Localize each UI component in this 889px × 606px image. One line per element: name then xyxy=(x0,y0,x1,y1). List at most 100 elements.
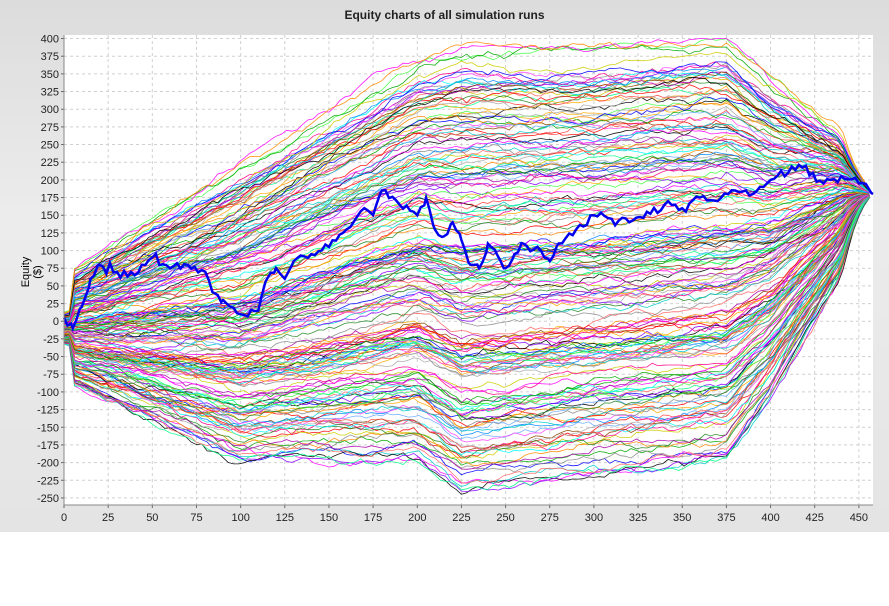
simulation-run-line xyxy=(63,194,870,343)
simulation-run-line xyxy=(63,86,870,318)
x-tick-label: 75 xyxy=(190,512,202,524)
simulation-run-line xyxy=(63,196,870,432)
simulation-run-line xyxy=(63,141,870,320)
simulation-run-line xyxy=(63,197,870,486)
simulation-run-line xyxy=(63,62,870,316)
y-tick-label: 225 xyxy=(41,157,59,169)
simulation-run-line xyxy=(63,195,870,411)
x-tick-label: 25 xyxy=(102,512,114,524)
simulation-run-line xyxy=(63,41,870,314)
y-tick-label: -25 xyxy=(43,334,59,346)
simulation-run-line xyxy=(63,84,870,316)
y-tick-label: 250 xyxy=(41,140,59,152)
simulation-run-line xyxy=(63,118,870,319)
simulation-run-line xyxy=(63,135,870,322)
simulation-run-line xyxy=(63,145,870,321)
y-tick-label: 325 xyxy=(41,87,59,99)
y-tick-label: 75 xyxy=(47,263,59,275)
simulation-run-line xyxy=(63,194,870,352)
simulation-run-line xyxy=(63,192,870,333)
simulation-run-line xyxy=(63,179,870,326)
simulation-run-line xyxy=(63,196,870,466)
simulation-run-line xyxy=(63,196,870,421)
simulation-run-line xyxy=(63,193,870,331)
equity-chart: 4003753503253002752502252001751501251007… xyxy=(37,34,874,524)
x-tick-label: 325 xyxy=(629,512,647,524)
simulation-run-line xyxy=(63,193,870,345)
simulation-run-line xyxy=(64,194,870,358)
chart-panel: Equity charts of all simulation runs Equ… xyxy=(0,0,889,532)
simulation-run-line xyxy=(63,51,870,315)
simulation-run-line xyxy=(63,192,870,327)
y-tick-label: 200 xyxy=(41,175,59,187)
simulation-run-line xyxy=(63,71,870,317)
x-tick-label: 250 xyxy=(496,512,514,524)
y-tick-label: -200 xyxy=(37,458,59,470)
y-tick-label: -225 xyxy=(37,475,59,487)
simulation-run-line xyxy=(63,194,870,380)
simulation-run-line xyxy=(63,196,870,407)
simulation-run-line xyxy=(63,194,870,371)
x-tick-label: 200 xyxy=(408,512,426,524)
simulation-run-line xyxy=(63,194,870,353)
x-tick-label: 375 xyxy=(717,512,735,524)
simulation-run-line xyxy=(63,97,870,317)
simulation-run-line xyxy=(63,97,870,318)
simulation-run-line xyxy=(63,71,870,317)
simulation-run-line xyxy=(63,64,870,315)
simulation-run-line xyxy=(63,81,870,318)
simulation-run-line xyxy=(63,196,870,455)
y-tick-label: -100 xyxy=(37,387,59,399)
simulation-run-line xyxy=(63,196,870,443)
simulation-run-line xyxy=(63,76,870,317)
simulation-run-line xyxy=(63,194,870,373)
simulation-run-line xyxy=(63,111,870,320)
simulation-run-line xyxy=(63,139,870,322)
simulation-run-line xyxy=(63,185,870,325)
simulation-run-line xyxy=(63,193,870,342)
simulation-run-line xyxy=(63,191,870,329)
simulation-run-line xyxy=(63,123,870,320)
simulation-run-line xyxy=(63,159,870,322)
simulation-runs xyxy=(63,38,870,495)
simulation-run-line xyxy=(63,194,870,363)
simulation-run-line xyxy=(63,195,870,415)
x-tick-label: 150 xyxy=(320,512,338,524)
simulation-run-line xyxy=(63,195,870,440)
simulation-run-line xyxy=(63,38,870,313)
simulation-run-line xyxy=(63,158,870,323)
y-tick-label: 0 xyxy=(53,316,59,328)
x-tick-label: 0 xyxy=(61,512,67,524)
x-tick-label: 425 xyxy=(806,512,824,524)
simulation-run-line xyxy=(63,194,870,341)
simulation-run-line xyxy=(63,101,870,318)
simulation-run-line xyxy=(63,61,870,316)
simulation-run-line xyxy=(63,183,870,326)
simulation-run-line xyxy=(63,194,870,385)
simulation-run-line xyxy=(63,195,870,470)
simulation-run-line xyxy=(63,196,870,437)
x-tick-label: 400 xyxy=(761,512,779,524)
x-tick-label: 225 xyxy=(452,512,470,524)
simulation-run-line xyxy=(63,38,870,314)
simulation-run-line xyxy=(63,193,870,351)
simulation-run-line xyxy=(63,196,870,467)
simulation-run-line xyxy=(63,128,870,320)
simulation-run-line xyxy=(63,179,870,325)
highlighted-equity-line xyxy=(62,163,874,332)
simulation-run-line xyxy=(63,124,870,321)
y-tick-label: -75 xyxy=(43,369,59,381)
simulation-run-line xyxy=(63,61,870,315)
simulation-run-line xyxy=(63,155,870,322)
simulation-run-line xyxy=(63,196,870,473)
simulation-run-line xyxy=(63,155,870,322)
simulation-run-line xyxy=(63,195,870,398)
simulation-run-line xyxy=(63,197,870,484)
simulation-run-line xyxy=(63,193,870,357)
simulation-run-line xyxy=(63,182,870,325)
y-tick-label: 300 xyxy=(41,104,59,116)
simulation-run-line xyxy=(63,106,870,318)
y-tick-label: 50 xyxy=(47,281,59,293)
simulation-run-line xyxy=(64,76,870,317)
simulation-run-line xyxy=(63,196,870,487)
